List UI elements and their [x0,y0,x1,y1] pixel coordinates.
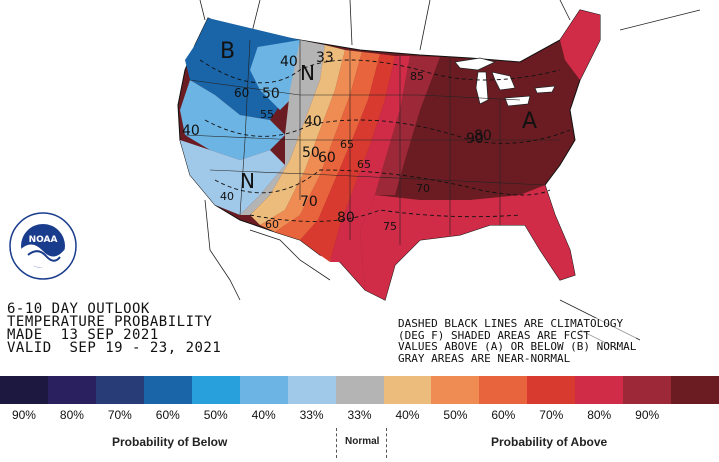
legend-swatch [623,376,672,404]
legend-tick-label: 60% [155,408,180,422]
region-label-b: B [220,39,235,64]
legend-tick-label: 80% [59,408,84,422]
contour-label: 65 [340,138,354,151]
legend-swatch [575,376,624,404]
normal-separator-right [386,428,387,458]
legend-tick-label: 90% [11,408,36,422]
noaa-logo-text: NOAA [29,235,58,245]
state-boundaries [184,39,560,245]
note-line: (DEG F) SHADED AREAS ARE FCST [398,328,591,342]
noaa-logo: NOAA [9,212,77,280]
note-line: GRAY AREAS ARE NEAR-NORMAL [398,351,571,365]
region-label-a: A [522,109,537,134]
note-line: VALUES ABOVE (A) OR BELOW (B) NORMAL [398,340,637,353]
legend-swatch [479,376,528,404]
legend-swatch [671,376,719,404]
legend-tick-label: 40% [251,408,276,422]
legend-tick-label: 33% [347,408,372,422]
probability-legend-bar [0,376,719,404]
legend-swatch [287,376,336,404]
contour-label: 50 [302,145,320,161]
legend-swatch [527,376,576,404]
legend-swatch [431,376,480,404]
zone-60-above [300,54,395,262]
title-line: 6-10 DAY OUTLOOK [7,301,150,317]
contour-label: 60 [318,150,336,166]
legend-swatch [47,376,96,404]
normal-caption: Normal [345,436,380,447]
zone-50-above [275,52,380,240]
legend-tick-label: 80% [587,408,612,422]
zone-50-below [180,80,285,160]
legend-tick-label: 40% [395,408,420,422]
zone-near-normal [240,40,325,215]
contour-label: 70 [416,182,430,195]
zone-80-above [375,56,440,195]
legend-swatch [239,376,288,404]
zone-80-above-ne [560,10,600,80]
zone-70-above-south [360,185,575,300]
below-caption: Probability of Below [112,435,228,449]
normal-separator-left [336,428,337,458]
title-line: MADE 13 SEP 2021 [7,327,159,343]
zone-40-above [260,50,362,232]
contour-label: 90 [466,131,484,147]
title-line: VALID SEP 19 - 23, 2021 [7,340,222,356]
legend-swatch [95,376,144,404]
above-caption: Probability of Above [491,435,608,449]
contour-label: 55 [260,108,274,121]
legend-swatch [383,376,432,404]
legend-tick-label: 50% [203,408,228,422]
contour-label: 60 [234,86,249,100]
contour-label: 85 [410,70,424,83]
region-label-n-south: N [240,169,255,193]
contour-label: 50 [262,86,280,102]
region-label-n-north: N [300,61,315,85]
contour-label: 40 [220,190,234,203]
zone-50-below-b [240,40,300,110]
temperature-outlook-map: B N N A 33 40 50 40 40 50 60 60 40 60 65… [177,0,701,351]
contour-label: 60 [265,218,279,231]
contour-label: 70 [300,194,318,210]
contour-label: 80 [474,128,492,144]
map-notes: DASHED BLACK LINES ARE CLIMATOLOGY (DEG F… [398,317,637,365]
legend-swatch [143,376,192,404]
contour-label: 65 [357,158,371,171]
legend-swatch [335,376,384,404]
contour-label: 40 [304,114,322,130]
title-line: TEMPERATURE PROBABILITY [7,314,213,330]
legend-tick-label: 70% [539,408,564,422]
climatology-lines [199,59,571,222]
legend-swatch [191,376,240,404]
contour-label: 40 [280,54,298,70]
probability-legend-ticks: 90% 80% 70% 60% 50% 40% 33% 33% 40% 50% 60% 70% 80% 9… [0,408,719,424]
legend-tick-label: 50% [443,408,468,422]
contour-label: 33 [316,50,334,66]
legend-tick-label: 33% [299,408,324,422]
legend-tick-label: 70% [107,408,132,422]
legend-tick-label [671,408,719,424]
contour-label: 80 [337,210,355,226]
outlook-title: 6-10 DAY OUTLOOK TEMPERATURE PROBABILITY M… [7,301,222,356]
legend-tick-label: 90% [635,408,660,422]
zone-33-above [250,45,345,225]
note-line: DASHED BLACK LINES ARE CLIMATOLOGY [398,317,624,330]
legend-tick-label: 60% [491,408,516,422]
contour-label: 40 [182,123,200,139]
contour-label: 75 [383,220,397,233]
zone-60-below-b [208,18,260,70]
legend-swatch [0,376,48,404]
